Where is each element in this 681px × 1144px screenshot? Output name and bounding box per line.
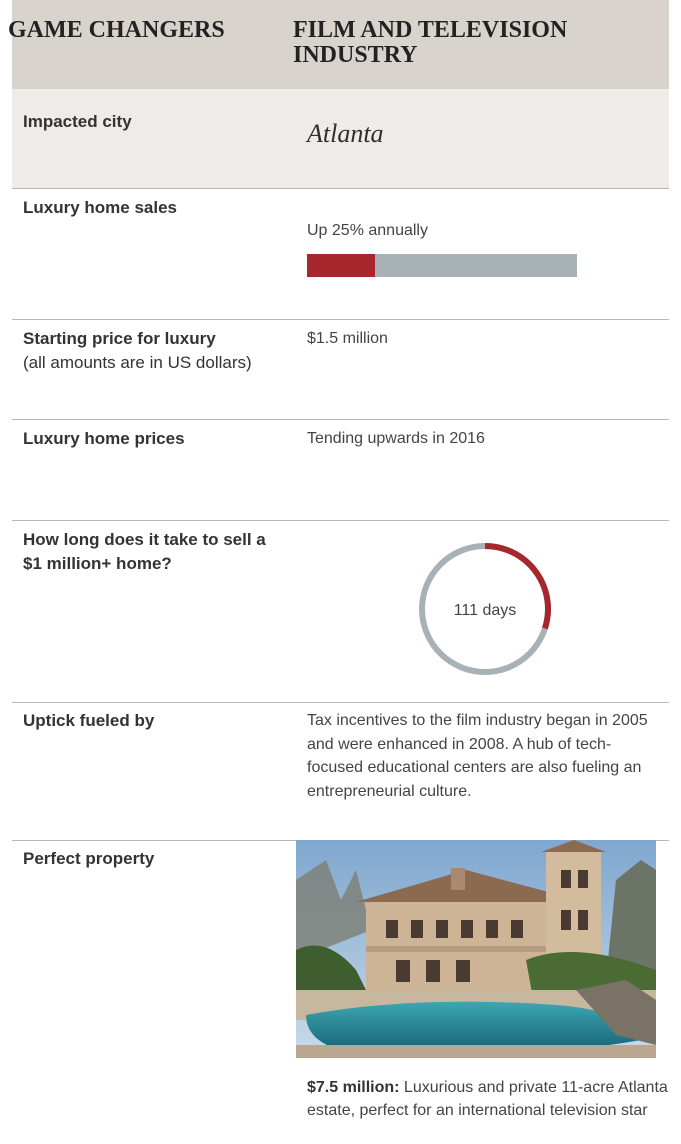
divider	[12, 319, 669, 320]
uptick-label: Uptick fueled by	[23, 711, 155, 730]
sales-label: Luxury home sales	[23, 198, 178, 217]
time-to-sell-label: How long does it take to sell a $1 milli…	[23, 530, 266, 573]
city-label: Impacted city	[23, 112, 132, 131]
divider	[12, 702, 669, 703]
city-row	[12, 89, 669, 188]
table-header	[12, 0, 669, 89]
prices-label: Luxury home prices	[23, 429, 185, 448]
divider	[12, 520, 669, 521]
sales-progress-bar	[307, 254, 577, 277]
donut-arc	[484, 543, 551, 630]
starting-price-label-main: Starting price for luxury	[23, 329, 216, 348]
prices-value: Tending upwards in 2016	[307, 430, 485, 447]
property-caption: $7.5 million: Luxurious and private 11-a…	[307, 1076, 672, 1122]
city-value: Atlanta	[307, 119, 384, 148]
sales-progress-fill	[307, 254, 375, 277]
property-label: Perfect property	[23, 849, 155, 868]
property-price: $7.5 million:	[307, 1079, 400, 1096]
uptick-value: Tax incentives to the film industry bega…	[307, 712, 648, 800]
property-photo	[296, 840, 656, 1058]
donut-value: 111 days	[454, 602, 517, 619]
starting-price-value: $1.5 million	[307, 330, 388, 347]
sales-value: Up 25% annually	[307, 222, 428, 239]
header-left-title: GAME CHANGERS	[8, 17, 225, 43]
header-right-title: FILM AND TELEVISION INDUSTRY	[293, 17, 568, 68]
starting-price-label: Starting price for luxury (all amounts a…	[23, 327, 293, 375]
days-donut-chart: 111 days	[419, 543, 551, 675]
property-description: Luxurious and private 11-acre Atlanta es…	[307, 1079, 668, 1119]
divider	[12, 188, 669, 189]
estate-image	[296, 840, 656, 1058]
divider	[12, 419, 669, 420]
starting-price-sublabel: (all amounts are in US dollars)	[23, 353, 252, 372]
